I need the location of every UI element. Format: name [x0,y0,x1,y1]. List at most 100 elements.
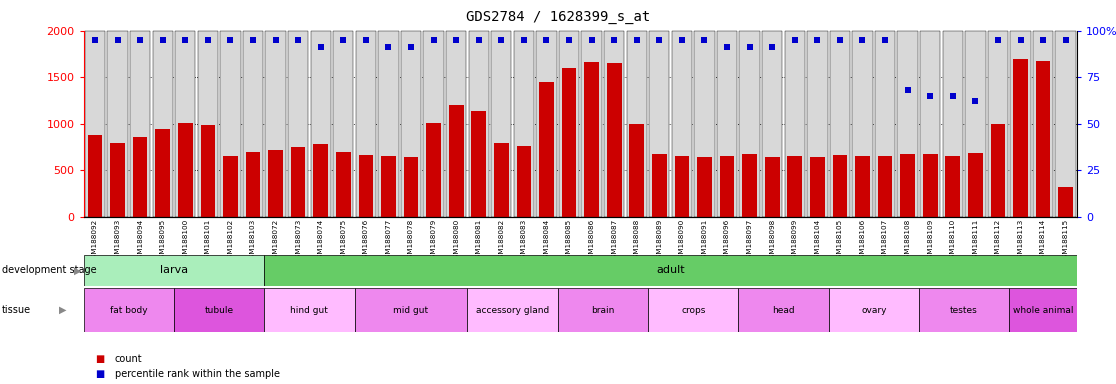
Bar [355,288,468,332]
Point [448,37,465,43]
Bar [991,124,1006,217]
Text: larva: larva [160,265,189,275]
Text: crops: crops [681,306,705,314]
FancyBboxPatch shape [288,31,308,217]
Point [154,37,172,43]
Bar [901,154,915,217]
Bar [652,154,666,217]
Point [425,37,443,43]
Point [763,45,781,51]
Text: ▶: ▶ [74,265,81,275]
Point [605,37,623,43]
Bar [264,255,1077,286]
Point [989,37,1007,43]
Bar [720,156,734,217]
FancyBboxPatch shape [943,31,963,217]
Bar [810,157,825,217]
Point [221,37,239,43]
FancyBboxPatch shape [513,31,535,217]
Bar [877,156,893,217]
Text: ■: ■ [95,369,104,379]
Bar [742,154,757,217]
Point [673,37,691,43]
FancyBboxPatch shape [559,31,579,217]
Bar [945,156,960,217]
FancyBboxPatch shape [965,31,985,217]
Point [357,37,375,43]
Point [199,37,217,43]
Bar [855,156,869,217]
FancyBboxPatch shape [785,31,805,217]
Text: brain: brain [591,306,615,314]
FancyBboxPatch shape [469,31,489,217]
Point [470,37,488,43]
Bar [764,157,780,217]
FancyBboxPatch shape [920,31,941,217]
Point [244,37,262,43]
Bar [381,156,396,217]
Bar [648,288,739,332]
FancyBboxPatch shape [378,31,398,217]
FancyBboxPatch shape [356,31,376,217]
Text: testes: testes [950,306,978,314]
Bar [449,105,463,217]
Point [944,93,962,99]
FancyBboxPatch shape [807,31,827,217]
Point [560,37,578,43]
Point [808,37,826,43]
FancyBboxPatch shape [988,31,1008,217]
Text: ovary: ovary [862,306,886,314]
FancyBboxPatch shape [762,31,782,217]
Bar [968,153,983,217]
Bar [494,143,509,217]
Bar [1013,59,1028,217]
Bar [358,155,373,217]
Point [176,37,194,43]
Point [583,37,600,43]
Point [86,37,104,43]
Text: head: head [772,306,795,314]
FancyBboxPatch shape [401,31,421,217]
Text: count: count [115,354,143,364]
FancyBboxPatch shape [85,31,105,217]
Text: GDS2784 / 1628399_s_at: GDS2784 / 1628399_s_at [465,10,651,23]
FancyBboxPatch shape [446,31,466,217]
FancyBboxPatch shape [694,31,714,217]
Text: hind gut: hind gut [290,306,328,314]
FancyBboxPatch shape [310,31,330,217]
Bar [918,288,1009,332]
Bar [291,147,306,217]
Text: adult: adult [656,265,685,275]
Text: accessory gland: accessory gland [477,306,549,314]
Point [514,37,532,43]
Bar [246,152,260,217]
FancyBboxPatch shape [1010,31,1031,217]
Bar [177,123,193,217]
Bar [468,288,558,332]
Point [267,37,285,43]
FancyBboxPatch shape [716,31,738,217]
Point [651,37,668,43]
FancyBboxPatch shape [220,31,241,217]
FancyBboxPatch shape [604,31,624,217]
Point [628,37,646,43]
Point [335,37,353,43]
Point [854,37,872,43]
FancyBboxPatch shape [1033,31,1054,217]
Point [786,37,804,43]
FancyBboxPatch shape [581,31,602,217]
Bar [833,155,847,217]
Point [898,87,916,93]
FancyBboxPatch shape [423,31,444,217]
Point [922,93,940,99]
Point [379,45,397,51]
Bar [698,157,712,217]
Bar [561,68,576,217]
FancyBboxPatch shape [672,31,692,217]
Point [402,45,420,51]
Text: percentile rank within the sample: percentile rank within the sample [115,369,280,379]
Text: ■: ■ [95,354,104,364]
FancyBboxPatch shape [107,31,127,217]
FancyBboxPatch shape [897,31,917,217]
Text: tubule: tubule [204,306,233,314]
